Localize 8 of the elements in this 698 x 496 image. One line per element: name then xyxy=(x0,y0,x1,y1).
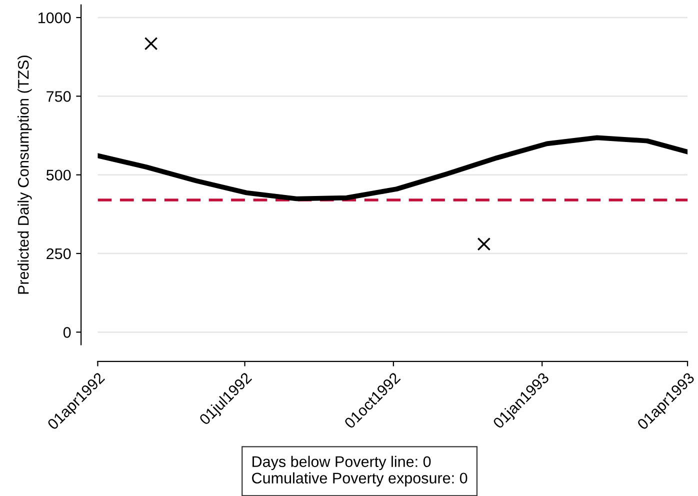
y-tick-label: 0 xyxy=(63,327,71,338)
y-tick-label: 750 xyxy=(46,91,71,102)
y-tick-label: 250 xyxy=(46,248,71,260)
line-series xyxy=(98,135,688,202)
text: Days below Poverty line: 0 Cumulative Poverty exposure: 0 xyxy=(252,456,468,487)
y-tick-label: 1000 xyxy=(38,12,71,24)
y-axis-title: Predicted Daily Consumption (TZS) xyxy=(18,56,32,294)
y-tick-label: 500 xyxy=(46,170,71,181)
